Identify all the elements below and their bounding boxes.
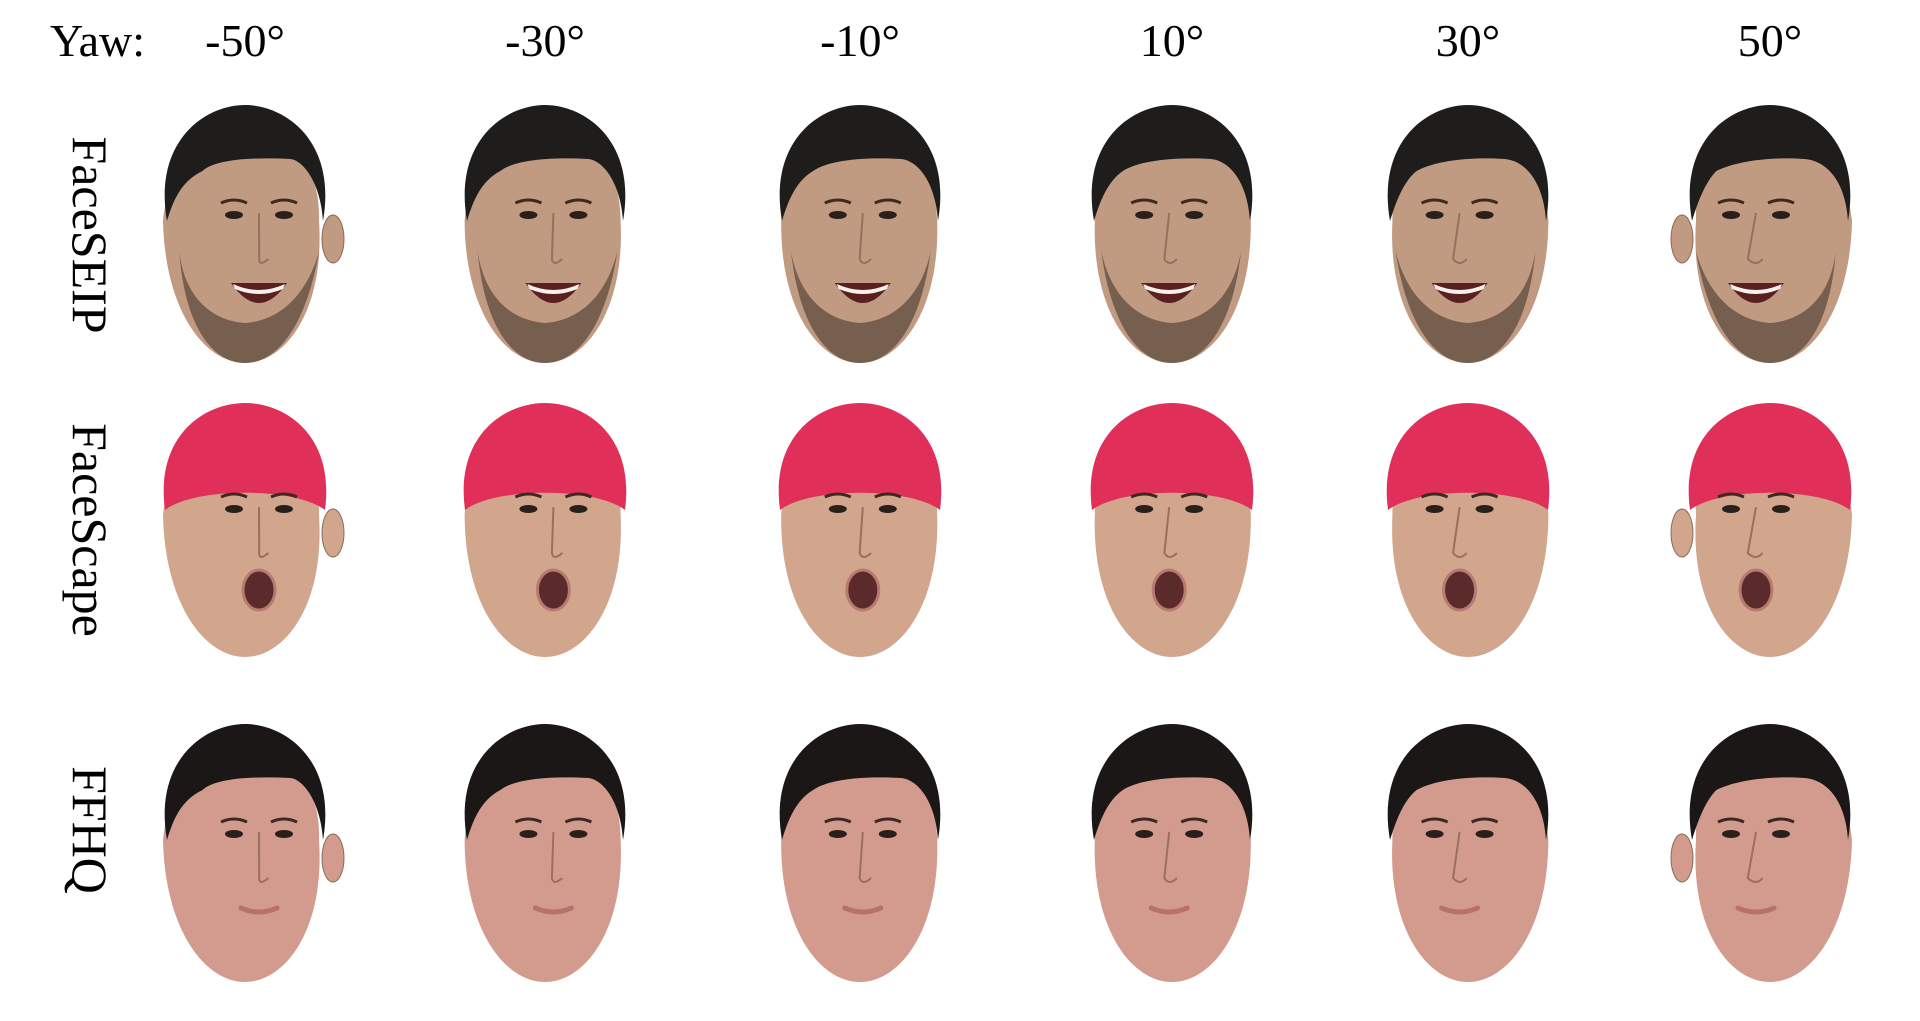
yaw-angle-2: -30° — [505, 15, 585, 66]
face-render-ffhq-3 — [760, 720, 960, 988]
face-render-faceseip-3 — [760, 101, 960, 369]
row-label-facescape: FaceScape — [62, 423, 118, 637]
yaw-angle-1: -50° — [205, 15, 285, 66]
yaw-angle-6: 50° — [1737, 15, 1803, 66]
face-render-facescape-4 — [1072, 395, 1272, 663]
face-render-faceseip-6 — [1670, 101, 1870, 369]
face-render-facescape-6 — [1670, 395, 1870, 663]
face-render-ffhq-1 — [145, 720, 345, 988]
row-label-ffhq: FFHQ — [62, 766, 118, 894]
yaw-angle-4: 10° — [1139, 15, 1205, 66]
face-render-ffhq-6 — [1670, 720, 1870, 988]
face-render-facescape-1 — [145, 395, 345, 663]
row-label-faceseip: FaceSEIP — [62, 136, 118, 334]
face-render-faceseip-2 — [445, 101, 645, 369]
face-render-ffhq-2 — [445, 720, 645, 988]
yaw-angle-3: -10° — [820, 15, 900, 66]
face-render-ffhq-5 — [1368, 720, 1568, 988]
face-render-faceseip-5 — [1368, 101, 1568, 369]
face-render-facescape-3 — [760, 395, 960, 663]
face-render-facescape-2 — [445, 395, 645, 663]
yaw-label: Yaw: — [50, 15, 146, 66]
face-render-facescape-5 — [1368, 395, 1568, 663]
yaw-angle-5: 30° — [1435, 15, 1501, 66]
face-render-ffhq-4 — [1072, 720, 1272, 988]
face-render-faceseip-1 — [145, 101, 345, 369]
face-render-faceseip-4 — [1072, 101, 1272, 369]
